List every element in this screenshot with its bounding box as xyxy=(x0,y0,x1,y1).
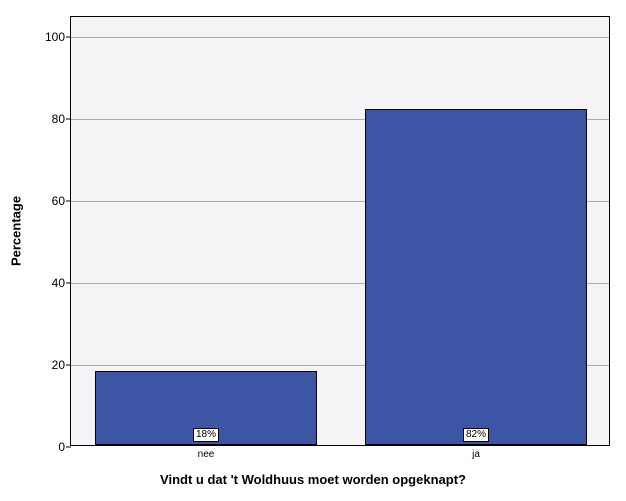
bar-nee: 18% xyxy=(95,371,316,445)
xtick-label: ja xyxy=(472,445,480,460)
bar-pct-label: 82% xyxy=(463,428,489,442)
ytick-label: 40 xyxy=(52,276,71,290)
ytick-label: 60 xyxy=(52,194,71,208)
bar-chart: 02040608010018%nee82%jaPercentageVindt u… xyxy=(0,0,626,501)
plot-area: 02040608010018%nee82%ja xyxy=(70,16,610,446)
x-axis-label: Vindt u dat 't Woldhuus moet worden opge… xyxy=(0,472,626,487)
xtick-label: nee xyxy=(198,445,215,460)
bar-ja: 82% xyxy=(365,109,586,445)
gridline xyxy=(71,37,609,38)
ytick-label: 20 xyxy=(52,358,71,372)
ytick-label: 80 xyxy=(52,112,71,126)
ytick-label: 0 xyxy=(58,440,71,454)
bar-pct-label: 18% xyxy=(193,428,219,442)
y-axis-label: Percentage xyxy=(9,196,24,266)
ytick-label: 100 xyxy=(45,30,71,44)
